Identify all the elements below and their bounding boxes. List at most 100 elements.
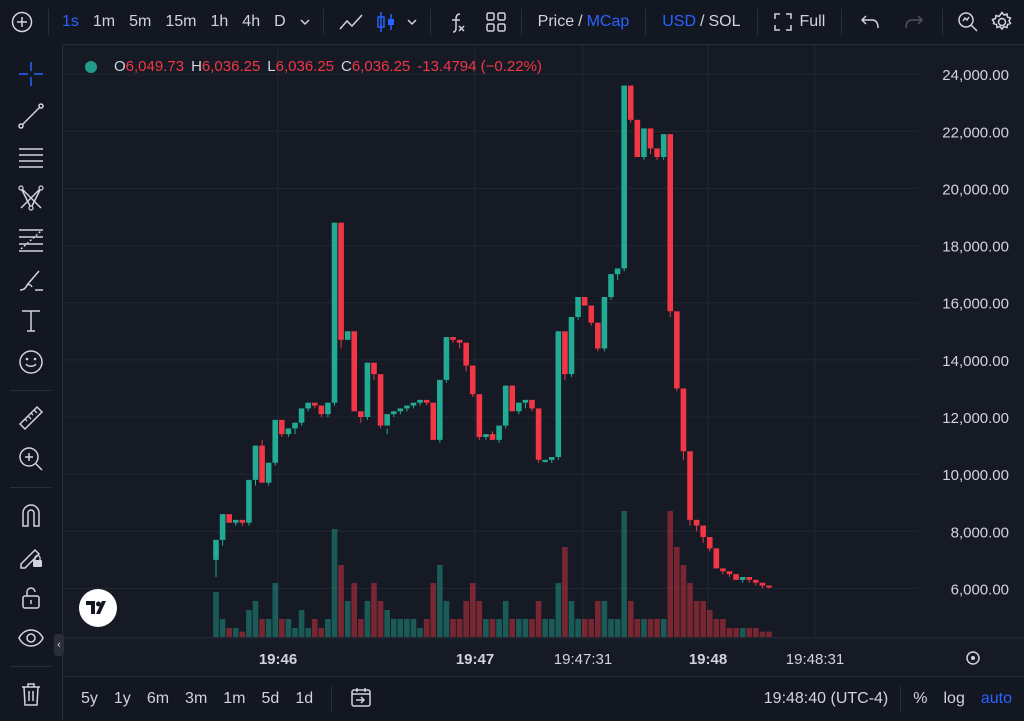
range-5d[interactable]: 5d — [261, 690, 280, 707]
auto-scale-toggle[interactable]: auto — [980, 690, 1012, 707]
range-1m[interactable]: 1m — [223, 690, 246, 707]
candle-body — [753, 579, 759, 583]
range-5y[interactable]: 5y — [81, 690, 98, 707]
candle-body — [456, 339, 463, 343]
candle-body — [338, 222, 344, 340]
volume-bar — [753, 628, 759, 637]
candle-body — [621, 85, 627, 269]
slash-separator: / — [578, 13, 583, 30]
volume-bar — [417, 628, 423, 637]
interval-4h[interactable]: 4h — [242, 13, 261, 30]
pattern-tool[interactable] — [11, 180, 51, 216]
volume-bar — [687, 583, 693, 637]
log-scale-toggle[interactable]: log — [943, 690, 965, 707]
candle-body — [581, 297, 588, 306]
candles-chart-button[interactable] — [372, 0, 400, 44]
volume-bar — [647, 619, 654, 637]
candle-body — [660, 134, 667, 157]
toolbar-divider — [322, 9, 324, 35]
emoji-tool[interactable] — [11, 344, 51, 380]
interval-D[interactable]: D — [274, 13, 286, 30]
tradingview-logo-icon — [86, 601, 106, 614]
percent-scale-toggle[interactable]: % — [913, 690, 928, 707]
zoom-tool[interactable] — [11, 441, 51, 477]
candle-body — [311, 402, 318, 406]
candle-body — [318, 405, 325, 415]
x-tick-label: 19:47 — [456, 651, 494, 668]
candle-body — [397, 408, 404, 412]
candle-body — [746, 577, 753, 580]
volume-bar — [456, 619, 463, 637]
horizontal-lines-tool[interactable] — [11, 139, 51, 175]
trend-line-tool[interactable] — [11, 98, 51, 134]
tradingview-logo[interactable] — [79, 589, 117, 627]
candle-body — [647, 128, 654, 149]
candle-body — [384, 414, 390, 426]
candle-body — [390, 411, 397, 415]
ruler-tool[interactable] — [11, 400, 51, 436]
search-button[interactable] — [949, 0, 987, 44]
toolbar-collapse-handle[interactable]: ‹ — [54, 634, 64, 656]
interval-15m[interactable]: 15m — [165, 13, 197, 30]
horizontal-lines-icon — [19, 148, 43, 168]
open-value: 6,049.73 — [125, 58, 185, 75]
layouts-button[interactable] — [477, 0, 515, 44]
candle-body — [641, 128, 647, 157]
range-1d[interactable]: 1d — [295, 690, 314, 707]
volume-bar — [726, 628, 733, 637]
text-tool[interactable] — [11, 303, 51, 339]
usd-sol-toggle[interactable]: USD / SOL — [652, 0, 750, 44]
change-value: -13.4794 (−0.22%) — [417, 58, 542, 75]
redo-button[interactable] — [892, 0, 936, 44]
candle-body — [476, 394, 483, 437]
volume-bar — [634, 619, 641, 637]
volume-bar — [621, 511, 627, 637]
candle-body — [219, 514, 226, 540]
interval-5m[interactable]: 5m — [129, 13, 152, 30]
indicators-button[interactable] — [437, 0, 477, 44]
hide-tool[interactable] — [11, 620, 51, 656]
candle-body — [706, 537, 713, 549]
line-chart-button[interactable] — [330, 0, 372, 44]
magnet-tool[interactable] — [11, 497, 51, 533]
volume-bar — [581, 619, 588, 637]
interval-1s[interactable]: 1s — [62, 13, 79, 30]
add-symbol-button[interactable] — [0, 0, 42, 44]
chart-type-dropdown-button[interactable] — [400, 0, 424, 44]
lock-drawing-tool[interactable] — [11, 538, 51, 574]
candle-body — [483, 434, 489, 437]
x-tick-label: 19:48:31 — [786, 651, 844, 668]
time-zone-display[interactable]: 19:48:40 (UTC-4) — [763, 690, 889, 707]
candlestick-chart[interactable]: 24,000.00 22,000.00 20,000.00 18,000.00 16,0… — [63, 45, 1024, 675]
range-3m[interactable]: 3m — [185, 690, 208, 707]
brush-tool[interactable] — [11, 262, 51, 298]
fullscreen-button[interactable]: Full — [764, 0, 836, 44]
unlock-tool[interactable] — [11, 579, 51, 615]
remove-drawings-button[interactable] — [11, 676, 51, 712]
candle-body — [522, 399, 529, 403]
volume-bar — [430, 583, 437, 637]
search-icon — [958, 12, 978, 32]
volume-bar — [746, 628, 753, 637]
candle-body — [469, 365, 476, 395]
candle-body — [588, 305, 595, 323]
candle-body — [627, 85, 634, 120]
price-mcap-toggle[interactable]: Price / MCap — [528, 0, 640, 44]
range-1y[interactable]: 1y — [113, 690, 131, 707]
status-dot-icon — [85, 60, 97, 73]
interval-1m[interactable]: 1m — [92, 13, 116, 30]
fib-tool[interactable] — [11, 221, 51, 257]
low-value: 6,036.25 — [275, 58, 335, 75]
candle-body — [509, 385, 516, 412]
interval-1h[interactable]: 1h — [210, 13, 229, 30]
candle-body — [542, 459, 548, 462]
range-6m[interactable]: 6m — [146, 690, 170, 707]
crosshair-tool[interactable] — [11, 56, 51, 92]
interval-dropdown-button[interactable] — [293, 0, 317, 44]
volume-bar — [476, 601, 483, 637]
go-to-date-button[interactable] — [342, 686, 380, 713]
settings-button[interactable] — [987, 0, 1017, 44]
unlock-icon — [22, 587, 40, 609]
undo-button[interactable] — [848, 0, 892, 44]
chart-pane[interactable]: 24,000.00 22,000.00 20,000.00 18,000.00 16,0… — [63, 45, 1024, 675]
